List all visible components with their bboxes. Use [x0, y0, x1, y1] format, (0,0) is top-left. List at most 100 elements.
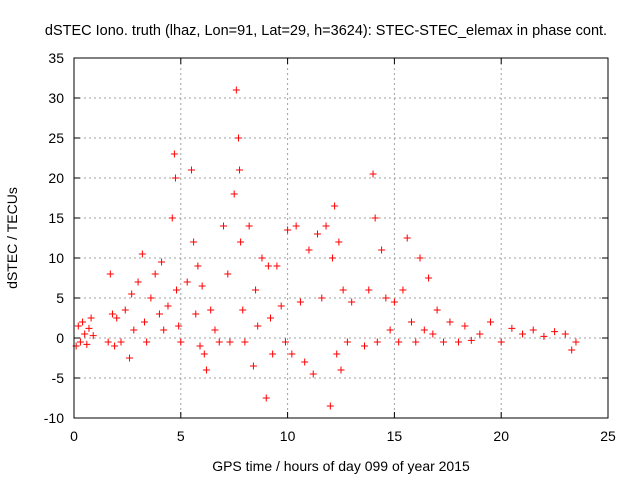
data-point	[273, 262, 281, 270]
y-tick-label: 25	[48, 130, 64, 146]
data-point	[211, 326, 219, 334]
data-point	[117, 338, 125, 346]
data-point	[173, 286, 181, 294]
data-point	[237, 238, 245, 246]
data-point	[365, 286, 373, 294]
data-point	[337, 366, 345, 374]
axes-ticks: 0 5 10 15 20 25 -10 -5 0 5 10 15 20 25 30 35	[44, 50, 616, 444]
data-point	[76, 338, 84, 346]
data-point	[440, 338, 448, 346]
data-point	[416, 254, 424, 262]
y-tick-label: 5	[56, 290, 64, 306]
y-tick-label: 10	[48, 250, 64, 266]
data-point	[106, 270, 114, 278]
data-point	[126, 354, 134, 362]
data-point	[529, 326, 537, 334]
data-point	[190, 238, 198, 246]
y-tick-label: 20	[48, 170, 64, 186]
x-tick-label: 25	[600, 428, 616, 444]
data-point	[572, 338, 580, 346]
data-point	[331, 202, 339, 210]
data-point	[328, 254, 336, 262]
data-point	[87, 314, 95, 322]
data-point	[561, 330, 569, 338]
y-tick-label: -10	[44, 410, 64, 426]
data-point	[335, 238, 343, 246]
data-point	[249, 362, 257, 370]
data-point	[155, 310, 163, 318]
data-point	[79, 318, 87, 326]
grid	[74, 58, 608, 418]
data-point	[113, 314, 121, 322]
data-point	[168, 214, 176, 222]
data-point	[322, 222, 330, 230]
data-point	[175, 322, 183, 330]
data-point	[143, 338, 151, 346]
data-point	[454, 338, 462, 346]
data-point	[147, 294, 155, 302]
data-point	[425, 274, 433, 282]
data-point	[104, 338, 112, 346]
data-point	[232, 86, 240, 94]
data-point	[130, 326, 138, 334]
data-point	[540, 332, 548, 340]
data-point	[171, 174, 179, 182]
y-tick-label: 15	[48, 210, 64, 226]
data-point	[314, 230, 322, 238]
data-point	[390, 298, 398, 306]
data-point	[519, 330, 527, 338]
data-point	[277, 302, 285, 310]
y-tick-label: -5	[52, 370, 65, 386]
data-point	[241, 338, 249, 346]
data-point	[140, 318, 148, 326]
data-point	[138, 250, 146, 258]
data-point	[371, 214, 379, 222]
data-point	[292, 222, 300, 230]
data-point	[296, 298, 304, 306]
data-point	[170, 150, 178, 158]
data-point	[220, 222, 228, 230]
data-point	[407, 318, 415, 326]
x-axis-label: GPS time / hours of day 099 of year 2015	[212, 458, 470, 474]
data-point	[192, 310, 200, 318]
data-point	[83, 340, 91, 348]
data-point	[254, 322, 262, 330]
data-point	[446, 318, 454, 326]
data-point	[230, 190, 238, 198]
data-point	[395, 338, 403, 346]
data-point	[378, 246, 386, 254]
data-point	[301, 358, 309, 366]
data-point	[151, 270, 159, 278]
data-point	[236, 166, 244, 174]
data-point	[74, 322, 82, 330]
data-point	[134, 278, 142, 286]
data-point	[164, 302, 172, 310]
data-point	[245, 222, 253, 230]
x-tick-label: 0	[70, 428, 78, 444]
data-point	[326, 402, 334, 410]
data-point	[360, 342, 368, 350]
y-axis-label: dSTEC / TECUs	[4, 187, 20, 289]
data-point	[264, 262, 272, 270]
data-point	[568, 346, 576, 354]
data-point	[202, 366, 210, 374]
data-point	[194, 262, 202, 270]
data-point	[467, 336, 475, 344]
data-point	[239, 306, 247, 314]
data-point	[128, 290, 136, 298]
data-point	[224, 270, 232, 278]
data-point	[160, 326, 168, 334]
plot-frame	[73, 57, 609, 419]
data-point	[429, 330, 437, 338]
data-point	[403, 234, 411, 242]
data-point	[234, 134, 242, 142]
data-point	[81, 330, 89, 338]
data-point	[461, 322, 469, 330]
data-point	[207, 306, 215, 314]
data-point	[269, 350, 277, 358]
data-point	[487, 318, 495, 326]
data-point	[111, 342, 119, 350]
x-tick-label: 15	[387, 428, 403, 444]
y-tick-label: 35	[48, 50, 64, 66]
